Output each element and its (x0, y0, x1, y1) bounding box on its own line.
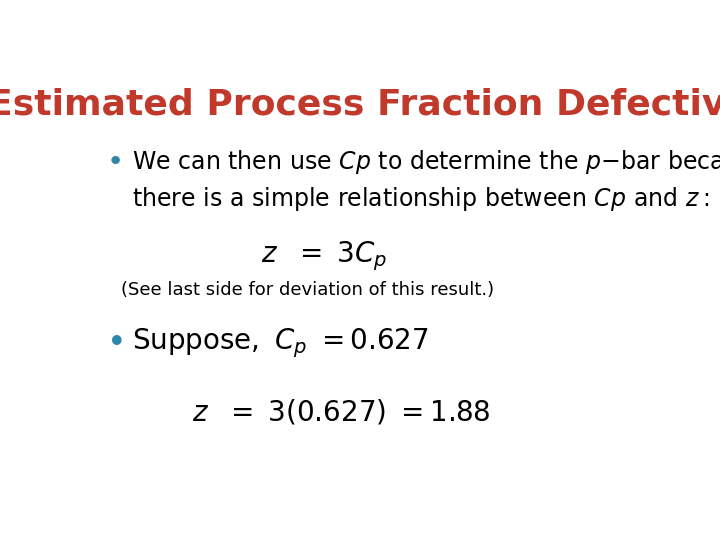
Text: •: • (107, 148, 124, 176)
Text: $z\ \ =\ 3(0.627)\ =1.88$: $z\ \ =\ 3(0.627)\ =1.88$ (192, 397, 490, 427)
Text: $\mathrm{there\ is\ a\ simple\ relationship\ between\ }Cp\mathrm{\ and\ }z\mathr: $\mathrm{there\ is\ a\ simple\ relations… (132, 185, 709, 213)
Text: $\mathrm{We\ can\ then\ use\ }Cp\mathrm{\ to\ determine\ the\ }p\mathrm{-bar\ be: $\mathrm{We\ can\ then\ use\ }Cp\mathrm{… (132, 148, 720, 176)
Text: Estimated Process Fraction Defective: Estimated Process Fraction Defective (0, 87, 720, 122)
Text: (See last side for deviation of this result.): (See last side for deviation of this res… (121, 281, 494, 299)
Text: •: • (107, 327, 127, 360)
Text: $\mathrm{Suppose,\ }C_{p}\mathrm{\ =0.627}$: $\mathrm{Suppose,\ }C_{p}\mathrm{\ =0.62… (132, 327, 428, 360)
Text: $z\ \ =\ 3C_{p}$: $z\ \ =\ 3C_{p}$ (261, 239, 387, 273)
